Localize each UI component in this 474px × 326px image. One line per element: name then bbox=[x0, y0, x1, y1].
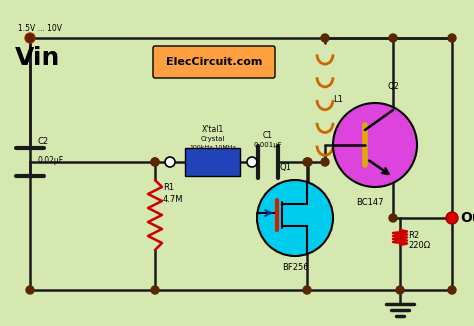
Circle shape bbox=[304, 158, 312, 166]
Circle shape bbox=[446, 212, 458, 224]
Text: X'tal1: X'tal1 bbox=[201, 125, 224, 134]
Text: 4.7M: 4.7M bbox=[163, 195, 183, 204]
Text: R2: R2 bbox=[408, 231, 419, 240]
Circle shape bbox=[303, 286, 311, 294]
Text: 0.001μF: 0.001μF bbox=[254, 142, 283, 148]
Circle shape bbox=[448, 34, 456, 42]
Circle shape bbox=[151, 158, 159, 166]
Text: R1: R1 bbox=[163, 183, 174, 192]
Bar bbox=[185, 148, 240, 176]
Text: 1.5V ... 10V: 1.5V ... 10V bbox=[18, 24, 62, 33]
Circle shape bbox=[321, 34, 329, 42]
Text: Vin: Vin bbox=[15, 46, 60, 70]
Circle shape bbox=[26, 286, 34, 294]
Circle shape bbox=[151, 158, 159, 166]
Text: C2: C2 bbox=[38, 137, 49, 146]
FancyBboxPatch shape bbox=[153, 46, 275, 78]
Text: Q1: Q1 bbox=[279, 163, 291, 172]
Circle shape bbox=[247, 157, 257, 167]
Text: Q2: Q2 bbox=[387, 82, 399, 91]
Text: Output: Output bbox=[460, 211, 474, 225]
Text: C1: C1 bbox=[263, 131, 273, 140]
Circle shape bbox=[25, 33, 35, 43]
Text: 100kHz-10MHz: 100kHz-10MHz bbox=[189, 145, 236, 150]
Text: BC147: BC147 bbox=[356, 198, 384, 207]
Circle shape bbox=[257, 180, 333, 256]
Circle shape bbox=[389, 214, 397, 222]
Circle shape bbox=[151, 286, 159, 294]
Circle shape bbox=[321, 158, 329, 166]
Text: L1: L1 bbox=[333, 96, 343, 105]
Circle shape bbox=[448, 286, 456, 294]
Text: BF256: BF256 bbox=[282, 263, 308, 272]
Text: Crystal: Crystal bbox=[201, 136, 225, 142]
Text: 220Ω: 220Ω bbox=[408, 241, 430, 250]
Circle shape bbox=[165, 157, 175, 167]
Text: ElecCircuit.com: ElecCircuit.com bbox=[166, 57, 262, 67]
Circle shape bbox=[26, 34, 34, 42]
Circle shape bbox=[389, 34, 397, 42]
Circle shape bbox=[396, 286, 404, 294]
Circle shape bbox=[333, 103, 417, 187]
Text: 0.02μF: 0.02μF bbox=[38, 156, 64, 165]
Circle shape bbox=[303, 158, 311, 166]
